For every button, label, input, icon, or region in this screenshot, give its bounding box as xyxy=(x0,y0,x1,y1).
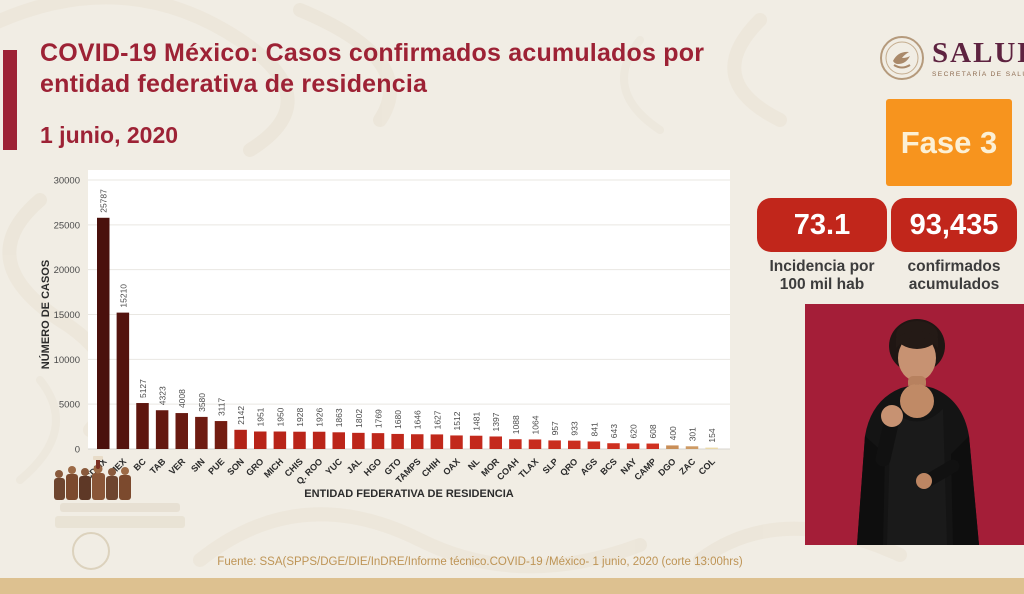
svg-text:1512: 1512 xyxy=(452,411,462,430)
svg-text:HGO: HGO xyxy=(362,456,384,478)
faded-seal-watermark xyxy=(72,532,110,570)
svg-text:25787: 25787 xyxy=(99,189,109,213)
svg-text:NÚMERO DE CASOS: NÚMERO DE CASOS xyxy=(39,260,52,369)
svg-text:5000: 5000 xyxy=(59,400,80,411)
svg-text:1951: 1951 xyxy=(256,407,266,426)
slide-date: 1 junio, 2020 xyxy=(40,122,179,148)
svg-text:15000: 15000 xyxy=(54,310,80,321)
svg-text:TAB: TAB xyxy=(148,456,168,476)
confirmed-value-box: 93,435 xyxy=(891,198,1017,252)
svg-text:3117: 3117 xyxy=(217,397,227,416)
svg-text:GRO: GRO xyxy=(244,456,266,478)
svg-text:154: 154 xyxy=(707,428,717,442)
confirmed-label: confirmados acumulados xyxy=(907,258,1001,294)
svg-text:1802: 1802 xyxy=(354,409,364,428)
svg-text:1928: 1928 xyxy=(295,408,305,427)
svg-text:1950: 1950 xyxy=(275,407,285,426)
phase-badge: Fase 3 xyxy=(886,99,1012,186)
bottom-strip xyxy=(0,578,1024,594)
svg-text:1481: 1481 xyxy=(472,412,482,431)
svg-text:DGO: DGO xyxy=(656,456,678,478)
svg-text:BCS: BCS xyxy=(598,456,619,477)
svg-text:PUE: PUE xyxy=(206,456,226,476)
salud-logo-subtitle: SECRETARÍA DE SALUD xyxy=(932,70,1024,78)
source-text: Fuente: SSA(SPPS/DGE/DIE/InDRE/Informe t… xyxy=(217,556,743,568)
svg-text:933: 933 xyxy=(570,421,580,435)
interpreter-person-illustration xyxy=(805,304,1024,545)
svg-text:COL: COL xyxy=(697,456,718,477)
svg-text:SIN: SIN xyxy=(189,456,207,474)
svg-text:TLAX: TLAX xyxy=(517,456,541,480)
svg-text:25000: 25000 xyxy=(54,220,80,231)
faded-watermark-text xyxy=(60,503,180,512)
svg-text:10000: 10000 xyxy=(54,355,80,366)
incidence-stat: 73.1 Incidencia por 100 mil hab xyxy=(757,198,887,295)
svg-text:5127: 5127 xyxy=(138,379,148,398)
confirmed-stat: 93,435 confirmados acumulados xyxy=(891,198,1017,295)
svg-text:0: 0 xyxy=(75,445,80,456)
svg-text:957: 957 xyxy=(550,421,560,435)
salud-logo: SALUD SECRETARÍA DE SALUD xyxy=(878,34,1024,82)
svg-text:CHIH: CHIH xyxy=(420,456,443,479)
svg-text:2142: 2142 xyxy=(236,406,246,425)
svg-text:CAMP: CAMP xyxy=(632,456,658,482)
svg-text:COAH: COAH xyxy=(495,456,521,482)
salud-seal-icon xyxy=(880,36,924,80)
mural-figures-illustration xyxy=(54,456,131,500)
svg-text:20000: 20000 xyxy=(54,265,80,276)
incidence-label: Incidencia por 100 mil hab xyxy=(769,258,875,294)
svg-text:1926: 1926 xyxy=(315,408,325,427)
svg-text:841: 841 xyxy=(589,422,599,436)
svg-text:608: 608 xyxy=(648,424,658,438)
phase-badge-label: Fase 3 xyxy=(900,124,998,160)
svg-text:643: 643 xyxy=(609,424,619,438)
svg-text:1863: 1863 xyxy=(334,408,344,427)
sign-language-interpreter-video xyxy=(805,304,1024,545)
svg-text:SLP: SLP xyxy=(541,456,560,475)
svg-text:QRO: QRO xyxy=(558,456,580,478)
cases-bar-chart: 05000100001500020000250003000025787CDMX1… xyxy=(36,166,736,501)
incidence-value-box: 73.1 xyxy=(757,198,887,252)
svg-text:1627: 1627 xyxy=(432,410,442,429)
faded-watermark-text xyxy=(55,516,185,528)
svg-text:ENTIDAD FEDERATIVA DE RESIDENC: ENTIDAD FEDERATIVA DE RESIDENCIA xyxy=(304,488,513,500)
svg-text:1646: 1646 xyxy=(413,410,423,429)
salud-logo-text: SALUD xyxy=(932,36,1024,69)
svg-text:1680: 1680 xyxy=(393,410,403,429)
svg-text:ZAC: ZAC xyxy=(677,456,698,477)
svg-text:JAL: JAL xyxy=(345,456,364,475)
svg-text:1064: 1064 xyxy=(531,415,541,434)
svg-text:30000: 30000 xyxy=(54,176,80,187)
svg-text:301: 301 xyxy=(688,427,698,441)
svg-text:NL: NL xyxy=(466,456,482,472)
page-title: COVID-19 México: Casos confirmados acumu… xyxy=(40,39,705,99)
svg-text:VER: VER xyxy=(167,456,188,477)
svg-text:OAX: OAX xyxy=(441,456,462,477)
svg-text:1088: 1088 xyxy=(511,415,521,434)
svg-text:15210: 15210 xyxy=(118,284,128,308)
svg-text:3580: 3580 xyxy=(197,393,207,412)
svg-text:1769: 1769 xyxy=(374,409,384,428)
svg-text:AGS: AGS xyxy=(578,456,599,477)
title-accent-bar xyxy=(3,50,17,150)
svg-text:620: 620 xyxy=(629,424,639,438)
svg-text:MICH: MICH xyxy=(262,456,285,479)
svg-text:4008: 4008 xyxy=(177,389,187,408)
svg-text:SON: SON xyxy=(225,456,246,477)
svg-text:YUC: YUC xyxy=(324,456,345,477)
svg-text:400: 400 xyxy=(668,426,678,440)
svg-text:4323: 4323 xyxy=(158,386,168,405)
svg-text:1397: 1397 xyxy=(491,412,501,431)
